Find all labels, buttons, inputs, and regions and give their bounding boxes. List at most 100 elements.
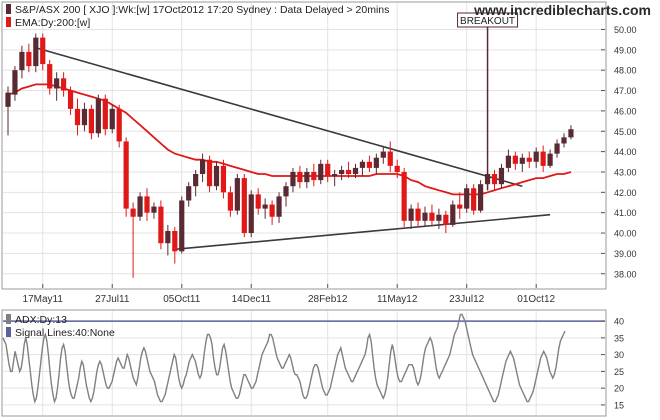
- candle-body: [137, 196, 143, 217]
- adx-y-tick-label: 35: [614, 333, 624, 343]
- candle-body: [450, 204, 456, 225]
- price-y-tick-label: 50.00: [614, 25, 637, 35]
- candle-body: [498, 167, 505, 185]
- price-x-tick-label: 05Oct11: [163, 294, 200, 305]
- candles: [5, 33, 574, 278]
- legend-swatch-adx: [6, 314, 11, 324]
- candle-body: [568, 129, 574, 138]
- candle-body: [443, 214, 449, 225]
- price-x-tick-label: 28Feb12: [308, 294, 348, 305]
- candle-body: [422, 212, 428, 221]
- legend-adx-label: ADX:Dy:13: [15, 314, 67, 326]
- candle-body: [415, 208, 421, 221]
- adx-y-tick-label: 15: [614, 400, 624, 410]
- price-x-tick-label: 17May11: [23, 294, 64, 305]
- candle-body: [19, 51, 25, 71]
- candle-body: [540, 151, 546, 166]
- ema-line: [7, 83, 572, 196]
- price-y-tick-label: 42.00: [614, 188, 637, 198]
- candle-body: [234, 178, 240, 211]
- candle-body: [81, 108, 88, 126]
- candle-body: [179, 200, 185, 252]
- candle-body: [519, 157, 525, 164]
- candle-body: [95, 98, 101, 134]
- adx-y-tick-label: 40: [614, 317, 624, 327]
- candle-body: [290, 171, 296, 187]
- candle-body: [380, 151, 386, 158]
- candle-body: [491, 174, 498, 185]
- price-y-tick-label: 48.00: [614, 66, 637, 76]
- legend-swatch-signal: [6, 327, 11, 337]
- price-y-tick-label: 49.00: [614, 45, 637, 55]
- candle-body: [436, 214, 442, 221]
- candle-body: [144, 196, 150, 213]
- breakout-box: [457, 12, 519, 28]
- candle-body: [394, 165, 400, 172]
- candle-body: [255, 194, 261, 209]
- adx-y-tick-label: 25: [614, 367, 624, 377]
- candle-body: [373, 157, 379, 168]
- candle-body: [5, 92, 11, 107]
- price-x-tick-label: 11May12: [377, 294, 418, 305]
- candle-body: [54, 78, 60, 89]
- candle-body: [359, 161, 366, 168]
- adx-panel-frame: [1, 309, 607, 417]
- candle-body: [123, 141, 129, 209]
- candle-body: [220, 165, 227, 193]
- candle-body: [526, 157, 532, 162]
- candle-body: [67, 90, 74, 109]
- candle-body: [283, 186, 289, 197]
- candle-body: [366, 161, 372, 168]
- legend-signal-label: Signal Lines:40:None: [15, 327, 115, 339]
- price-y-tick-label: 47.00: [614, 86, 637, 96]
- candle-body: [464, 188, 470, 209]
- legend-price-label: S&P/ASX 200 [ XJO ]:Wk:[w] 17Oct2012 17:…: [15, 4, 389, 16]
- candle-body: [241, 178, 247, 234]
- candle-body: [262, 204, 268, 209]
- candle-body: [193, 174, 199, 187]
- price-y-tick-label: 45.00: [614, 127, 637, 137]
- candle-body: [206, 159, 213, 187]
- candle-body: [401, 171, 407, 221]
- candle-body: [12, 70, 18, 95]
- candle-body: [158, 206, 164, 244]
- trendline: [174, 213, 551, 251]
- price-y-tick-label: 46.00: [614, 106, 637, 116]
- candle-body: [311, 171, 317, 181]
- candle-body: [339, 169, 345, 174]
- adx-legend: ADX:Dy:13 Signal Lines:40:None: [6, 314, 115, 339]
- trendlines: [35, 47, 551, 251]
- candle-body: [213, 165, 220, 187]
- breakout-annotation: BREAKOUT: [457, 12, 519, 191]
- candle-body: [512, 155, 518, 164]
- legend-swatch-ema: [6, 17, 11, 27]
- candle-body: [74, 108, 81, 126]
- breakout-label: BREAKOUT: [460, 16, 515, 27]
- price-x-tick-label: 01Oct12: [517, 294, 555, 305]
- price-y-axis: 38.00 39.00 40.00 41.00 42.00 43.00 44.00 45.00…: [601, 25, 637, 279]
- candle-body: [345, 169, 352, 174]
- price-x-tick-label: 14Dec11: [232, 294, 272, 305]
- candle-body: [478, 184, 484, 211]
- ema-group: [7, 83, 572, 196]
- adx-y-tick-label: 20: [614, 384, 624, 394]
- candle-body: [61, 78, 67, 91]
- candle-body: [116, 108, 122, 142]
- candle-body: [40, 37, 46, 65]
- price-y-tick-label: 41.00: [614, 208, 637, 218]
- candle-body: [102, 98, 108, 130]
- candle-body: [505, 155, 511, 168]
- candle-body: [26, 51, 32, 67]
- price-legend: S&P/ASX 200 [ XJO ]:Wk:[w] 17Oct2012 17:…: [6, 4, 389, 29]
- price-x-tick-label: 27Jul11: [95, 294, 130, 305]
- candle-body: [457, 204, 463, 209]
- candle-body: [332, 174, 338, 177]
- price-y-tick-label: 43.00: [614, 167, 637, 177]
- candle-body: [269, 204, 275, 217]
- candle-body: [297, 171, 303, 183]
- watermark: www.incrediblecharts.com: [473, 2, 651, 18]
- candle-body: [304, 171, 310, 183]
- adx-y-tick-label: 30: [614, 350, 624, 360]
- candle-body: [33, 37, 39, 67]
